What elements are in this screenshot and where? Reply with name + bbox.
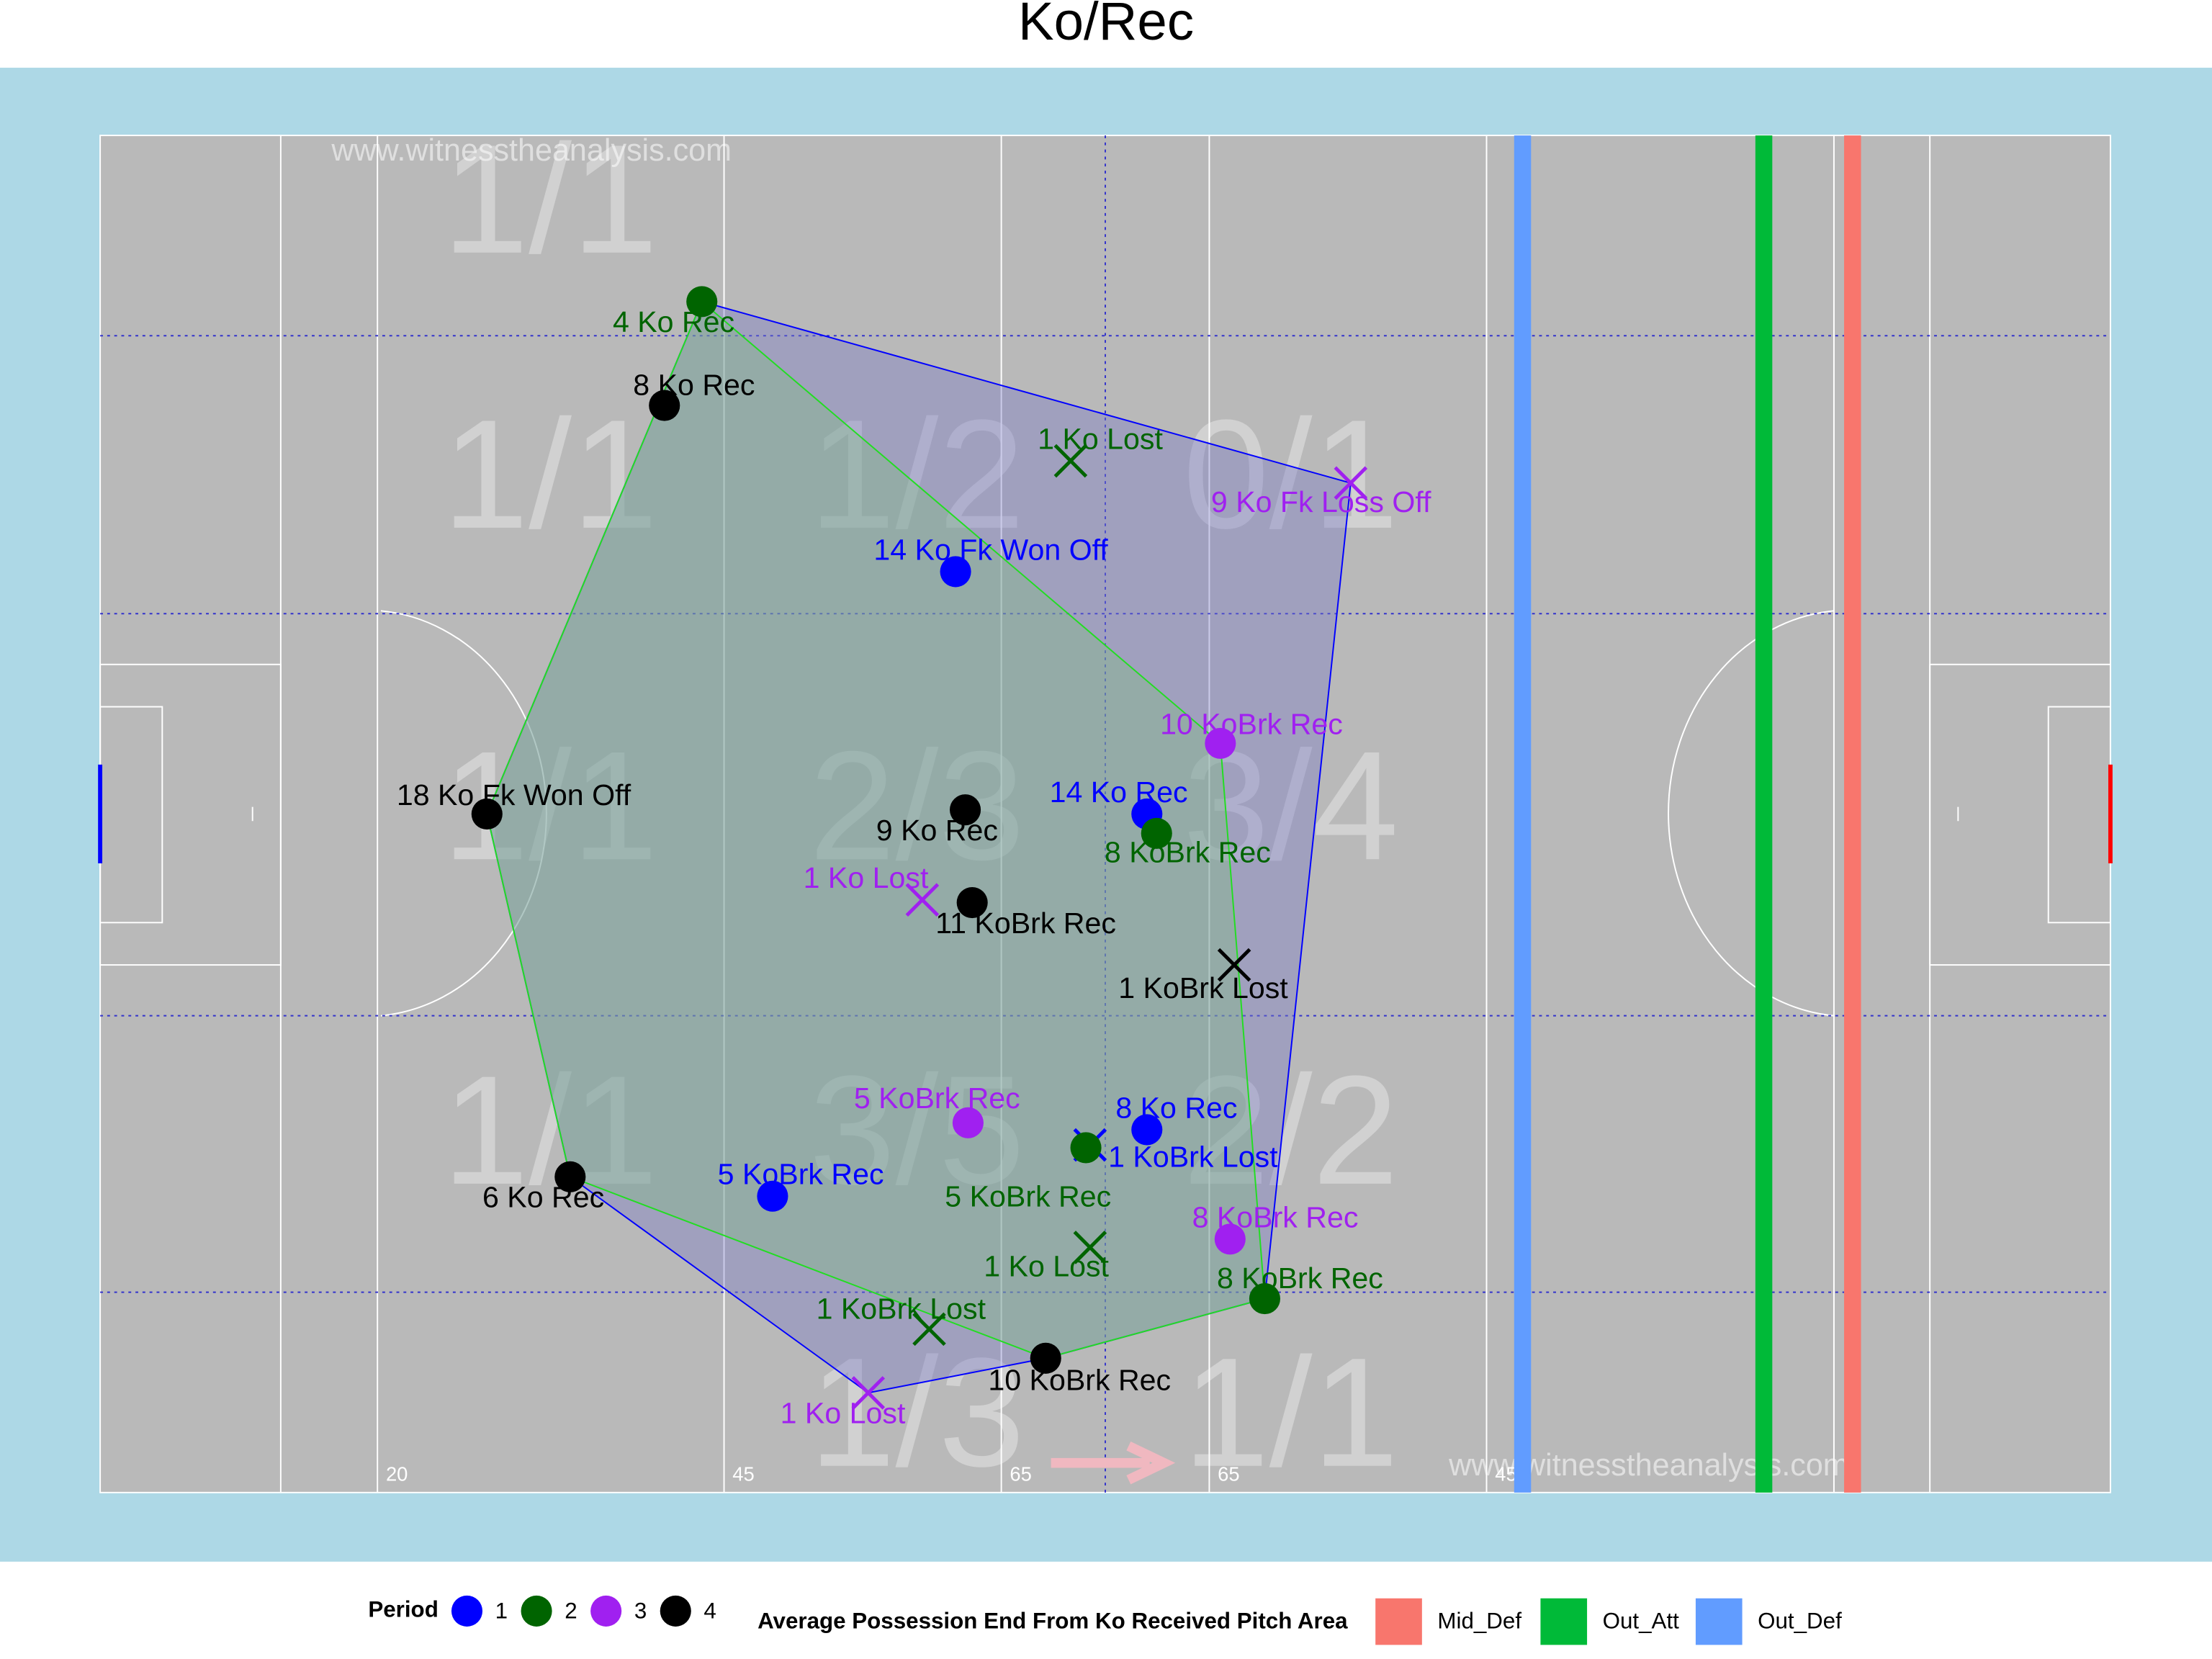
point <box>686 286 718 318</box>
legend-label: Mid_Def <box>1437 1608 1521 1633</box>
point <box>649 390 680 421</box>
point <box>1217 948 1251 982</box>
legend-label: Out_Def <box>1758 1608 1842 1633</box>
point-label: 18 Ko Fk Won Off <box>397 778 631 811</box>
legend: Period 1 2 3 4 Average Possession End From Ko… <box>368 1595 1842 1645</box>
zone-label: 2/3 <box>809 719 1025 892</box>
point-label: 8 Ko Rec <box>633 369 755 402</box>
point-label: 8 KoBrk Rec <box>1105 836 1271 869</box>
point-label: 8 KoBrk Rec <box>1217 1262 1383 1295</box>
point <box>554 1161 586 1192</box>
legend-marker <box>451 1595 483 1627</box>
point-label: 1 KoBrk Lost <box>1108 1141 1278 1174</box>
zone-label: 3/5 <box>809 1043 1025 1217</box>
legend-title: Average Possession End From Ko Received … <box>757 1608 1348 1633</box>
zone-label: 2/2 <box>1183 1043 1399 1217</box>
point-label: 8 KoBrk Rec <box>1192 1200 1359 1233</box>
legend-label: Out_Att <box>1603 1608 1680 1633</box>
watermark: www.witnesstheanalysis.com <box>1448 1448 1849 1483</box>
legend-label: 3 <box>634 1599 647 1624</box>
legend-swatch <box>1695 1598 1743 1645</box>
pitch-marking-label: 65 <box>1010 1463 1031 1485</box>
point <box>1249 1283 1280 1315</box>
legend-label: 4 <box>703 1599 716 1624</box>
point-label: 1 KoBrk Lost <box>817 1292 986 1325</box>
zone-label: 1/1 <box>442 1043 658 1217</box>
legend-label: 2 <box>565 1599 577 1624</box>
legend-marker <box>660 1595 691 1627</box>
arc <box>380 610 547 1017</box>
point-label: 5 KoBrk Rec <box>945 1179 1111 1213</box>
point-cross <box>1217 948 1251 982</box>
chart-title: Ko/Rec <box>1018 0 1194 51</box>
point <box>1334 466 1368 500</box>
legend-marker <box>590 1595 622 1627</box>
point <box>851 1376 886 1410</box>
legend-label: 1 <box>495 1599 508 1624</box>
point-label: 14 Ko Rec <box>1050 775 1188 809</box>
point <box>952 1107 984 1138</box>
point <box>1205 727 1236 759</box>
watermark: www.witnesstheanalysis.com <box>331 133 732 168</box>
pitch: 20 45 65 65 451/11/1 1/2 0/11/1 2/3 3/41/1 3/5 2/2… <box>98 112 2113 1499</box>
point <box>912 1312 946 1346</box>
point-label: 1 Ko Lost <box>804 861 929 894</box>
point <box>940 556 971 588</box>
zone-label: 1/1 <box>1183 1326 1399 1499</box>
zone-label: 1/1 <box>442 112 658 286</box>
point <box>471 798 503 830</box>
point-label: 6 Ko Rec <box>482 1181 604 1214</box>
pitch-marking-label: 45 <box>1495 1463 1516 1485</box>
point <box>1053 444 1088 478</box>
point-cross <box>1053 444 1088 478</box>
point <box>1141 817 1172 849</box>
pitch-marking-label: 65 <box>1218 1463 1239 1485</box>
legend-swatch <box>1375 1598 1422 1645</box>
point <box>1030 1342 1061 1374</box>
point <box>950 794 981 826</box>
point-cross <box>1073 1231 1107 1264</box>
pitch-marking-label: 45 <box>732 1463 754 1485</box>
point-label: 10 KoBrk Rec <box>988 1363 1171 1396</box>
point-cross <box>851 1376 886 1410</box>
point-label: 5 KoBrk Rec <box>854 1082 1020 1115</box>
zone-label: 1/2 <box>809 387 1025 561</box>
point-cross <box>1334 466 1368 500</box>
point-label: 14 Ko Fk Won Off <box>873 533 1108 566</box>
legend-marker <box>521 1595 552 1627</box>
point-label: 1 Ko Lost <box>984 1250 1109 1283</box>
arc <box>1668 610 1835 1017</box>
point-label: 1 KoBrk Lost <box>1118 971 1288 1004</box>
point <box>757 1180 788 1212</box>
point-label: 9 Ko Fk Loss Off <box>1211 485 1431 518</box>
plot-layer: 4 Ko Rec 8 Ko Rec 1 Ko Lost 9 Ko Fk Loss Of… <box>397 135 1861 1493</box>
direction-arrow <box>1051 1441 1176 1485</box>
legend-title: Period <box>368 1597 438 1622</box>
point <box>905 883 940 917</box>
zone-label: 1/3 <box>809 1326 1025 1499</box>
point-label: 10 KoBrk Rec <box>1160 708 1343 741</box>
point <box>1214 1223 1246 1255</box>
legend-swatch <box>1540 1598 1588 1645</box>
zone-label: 0/1 <box>1183 387 1399 561</box>
zone-label: 1/1 <box>442 387 658 561</box>
point-label: 5 KoBrk Rec <box>718 1158 884 1191</box>
pitch-marking-label: 20 <box>386 1463 408 1485</box>
point-cross <box>905 883 940 917</box>
point-label: 1 Ko Lost <box>1038 422 1163 455</box>
point <box>956 886 988 919</box>
point <box>1073 1231 1107 1264</box>
point-label: 11 KoBrk Rec <box>935 907 1116 940</box>
point-label: 9 Ko Rec <box>876 814 998 847</box>
point-label: 4 Ko Rec <box>613 305 734 338</box>
point <box>1131 1114 1163 1146</box>
point <box>1070 1132 1102 1164</box>
point-label: 8 Ko Rec <box>1115 1091 1237 1124</box>
point-label: 1 Ko Lost <box>781 1397 906 1430</box>
point-cross <box>912 1312 946 1346</box>
